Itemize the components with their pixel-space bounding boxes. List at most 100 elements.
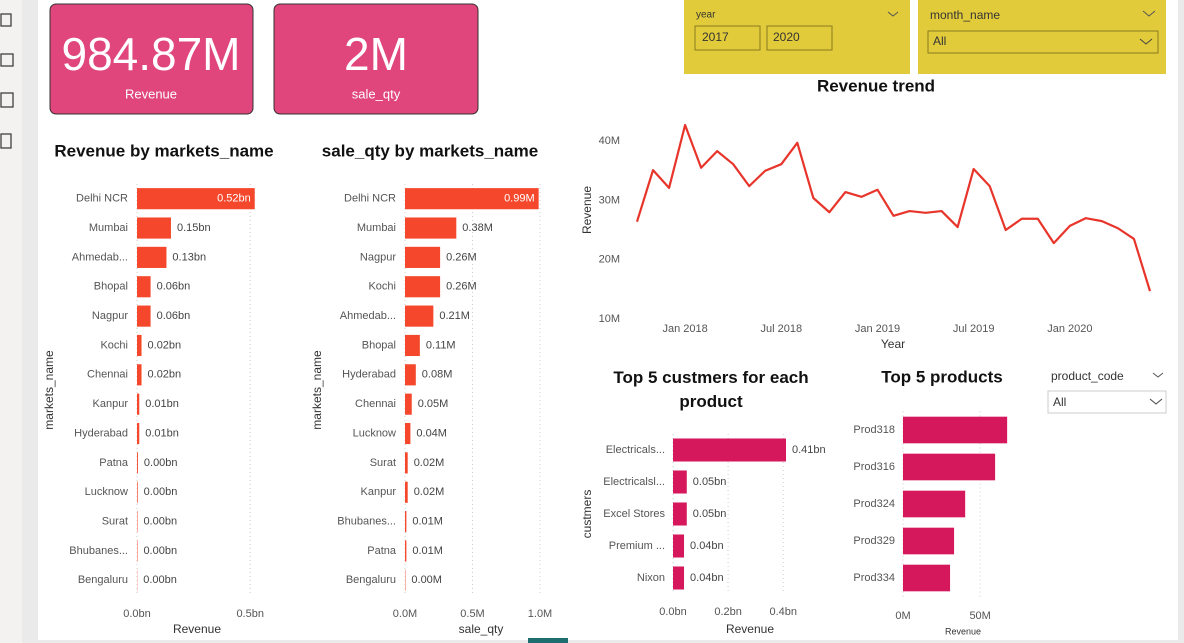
data-label: 0.11M xyxy=(426,339,456,351)
bar xyxy=(137,364,142,386)
chart-title: Revenue trend xyxy=(817,76,935,95)
report-icon[interactable] xyxy=(0,13,12,27)
data-label: 0.04M xyxy=(416,427,447,439)
year-from: 2017 xyxy=(702,30,729,44)
y-tick-label: Bhubanes... xyxy=(337,516,396,528)
data-label: 0.01bn xyxy=(145,398,179,410)
page-tab[interactable] xyxy=(528,638,568,643)
month-value: All xyxy=(933,34,946,48)
x-tick-label: 0.4bn xyxy=(769,606,797,618)
data-label: 0.00M xyxy=(411,574,442,586)
bar xyxy=(405,188,539,210)
data-label: 0.99M xyxy=(504,193,535,205)
chevron[interactable] xyxy=(1142,10,1156,17)
data-label: 0.00bn xyxy=(144,457,178,469)
y-tick-label: Ahmedab... xyxy=(340,310,396,322)
x-tick-label: 0.5bn xyxy=(236,608,264,620)
bar xyxy=(405,305,434,327)
y-tick-label: Bengaluru xyxy=(346,574,396,586)
data-label: 0.13bn xyxy=(172,251,206,263)
dax-icon[interactable] xyxy=(0,133,12,149)
data-label: 0.06bn xyxy=(157,310,191,322)
y-tick-label: Prod329 xyxy=(853,535,895,547)
y-tick-label: Bhubanes... xyxy=(69,545,128,557)
model-icon[interactable] xyxy=(0,92,14,108)
y-tick-label: Nixon xyxy=(637,572,665,584)
y-tick-label: Ahmedab... xyxy=(72,251,128,263)
data-label: 0.02bn xyxy=(148,369,182,381)
bar xyxy=(137,246,167,268)
bar xyxy=(903,490,966,518)
y-tick-label: Premium ... xyxy=(609,540,665,552)
y-tick-label: Chennai xyxy=(355,398,396,410)
y-tick-label: Nagpur xyxy=(360,251,396,263)
y-tick-label: Delhi NCR xyxy=(76,193,128,205)
y-tick-label: Prod316 xyxy=(853,461,895,473)
bar xyxy=(405,540,407,562)
x-tick-label: Jan 2020 xyxy=(1047,323,1092,335)
y-tick-label: Excel Stores xyxy=(603,508,665,520)
month-dropdown[interactable] xyxy=(927,30,1159,54)
y-axis-label: Revenue xyxy=(580,186,594,234)
x-tick-label: Jul 2018 xyxy=(760,323,802,335)
data-label: 0.41bn xyxy=(792,444,826,456)
x-axis-label: sale_qty xyxy=(459,622,504,636)
x-tick-label: 50M xyxy=(969,610,990,622)
bar xyxy=(405,422,411,445)
data-label: 0.21M xyxy=(439,310,470,322)
bar xyxy=(903,416,1008,444)
y-tick-label: Kochi xyxy=(100,339,128,351)
x-tick-label: 0.2bn xyxy=(714,606,742,618)
x-tick-label: Jul 2019 xyxy=(953,323,995,335)
y-tick-label: Nagpur xyxy=(92,310,128,322)
y-tick-label: Lucknow xyxy=(353,427,396,439)
slicer-label: year xyxy=(696,10,716,21)
chevron[interactable] xyxy=(1152,372,1164,378)
bar xyxy=(903,564,951,592)
bar xyxy=(137,393,140,415)
y-tick-label: Mumbai xyxy=(89,222,128,234)
x-tick-label: Jan 2019 xyxy=(855,323,900,335)
x-tick-label: Jan 2018 xyxy=(662,323,707,335)
chevron[interactable] xyxy=(1139,38,1153,45)
data-label: 0.26M xyxy=(446,251,477,263)
bar xyxy=(137,422,140,445)
data-label: 0.00bn xyxy=(143,545,177,557)
bar xyxy=(405,393,412,415)
x-tick-label: 0.0bn xyxy=(659,606,687,618)
chevron[interactable] xyxy=(1149,398,1163,405)
bar xyxy=(673,502,687,526)
trend-line xyxy=(635,123,1152,292)
bar xyxy=(673,470,687,494)
chart-title: Revenue by markets_name xyxy=(54,141,273,160)
bar xyxy=(137,481,138,503)
bar xyxy=(405,276,441,298)
year-from-box[interactable] xyxy=(694,25,761,51)
data-icon[interactable] xyxy=(0,53,14,67)
card-value: 984.87M xyxy=(61,28,240,80)
chart-title-box: Top 5 custmers for each product xyxy=(613,368,808,411)
bar xyxy=(137,217,171,239)
bar xyxy=(405,334,420,357)
y-tick-label: Patna xyxy=(367,545,397,557)
chart-title: Top 5 products xyxy=(881,367,1003,386)
bar xyxy=(673,438,786,462)
bar xyxy=(673,566,685,590)
y-tick-label: 30M xyxy=(599,194,620,206)
bar xyxy=(903,453,996,481)
chevron[interactable] xyxy=(887,11,899,17)
y-tick-label: Electricals... xyxy=(606,444,665,456)
product-dropdown[interactable] xyxy=(1047,390,1167,414)
data-label: 0.02M xyxy=(414,486,445,498)
year-to-box[interactable] xyxy=(766,25,833,51)
x-tick-label: 0M xyxy=(895,610,910,622)
data-label: 0.02bn xyxy=(148,339,182,351)
y-tick-label: Mumbai xyxy=(357,222,396,234)
data-label: 0.02M xyxy=(414,457,445,469)
slicer-label: product_code xyxy=(1051,369,1124,383)
data-label: 0.08M xyxy=(422,369,453,381)
x-axis-label: Revenue xyxy=(173,622,221,636)
data-label: 0.01M xyxy=(412,545,443,557)
y-tick-label: 20M xyxy=(599,254,620,266)
y-tick-label: Hyderabad xyxy=(342,369,396,381)
